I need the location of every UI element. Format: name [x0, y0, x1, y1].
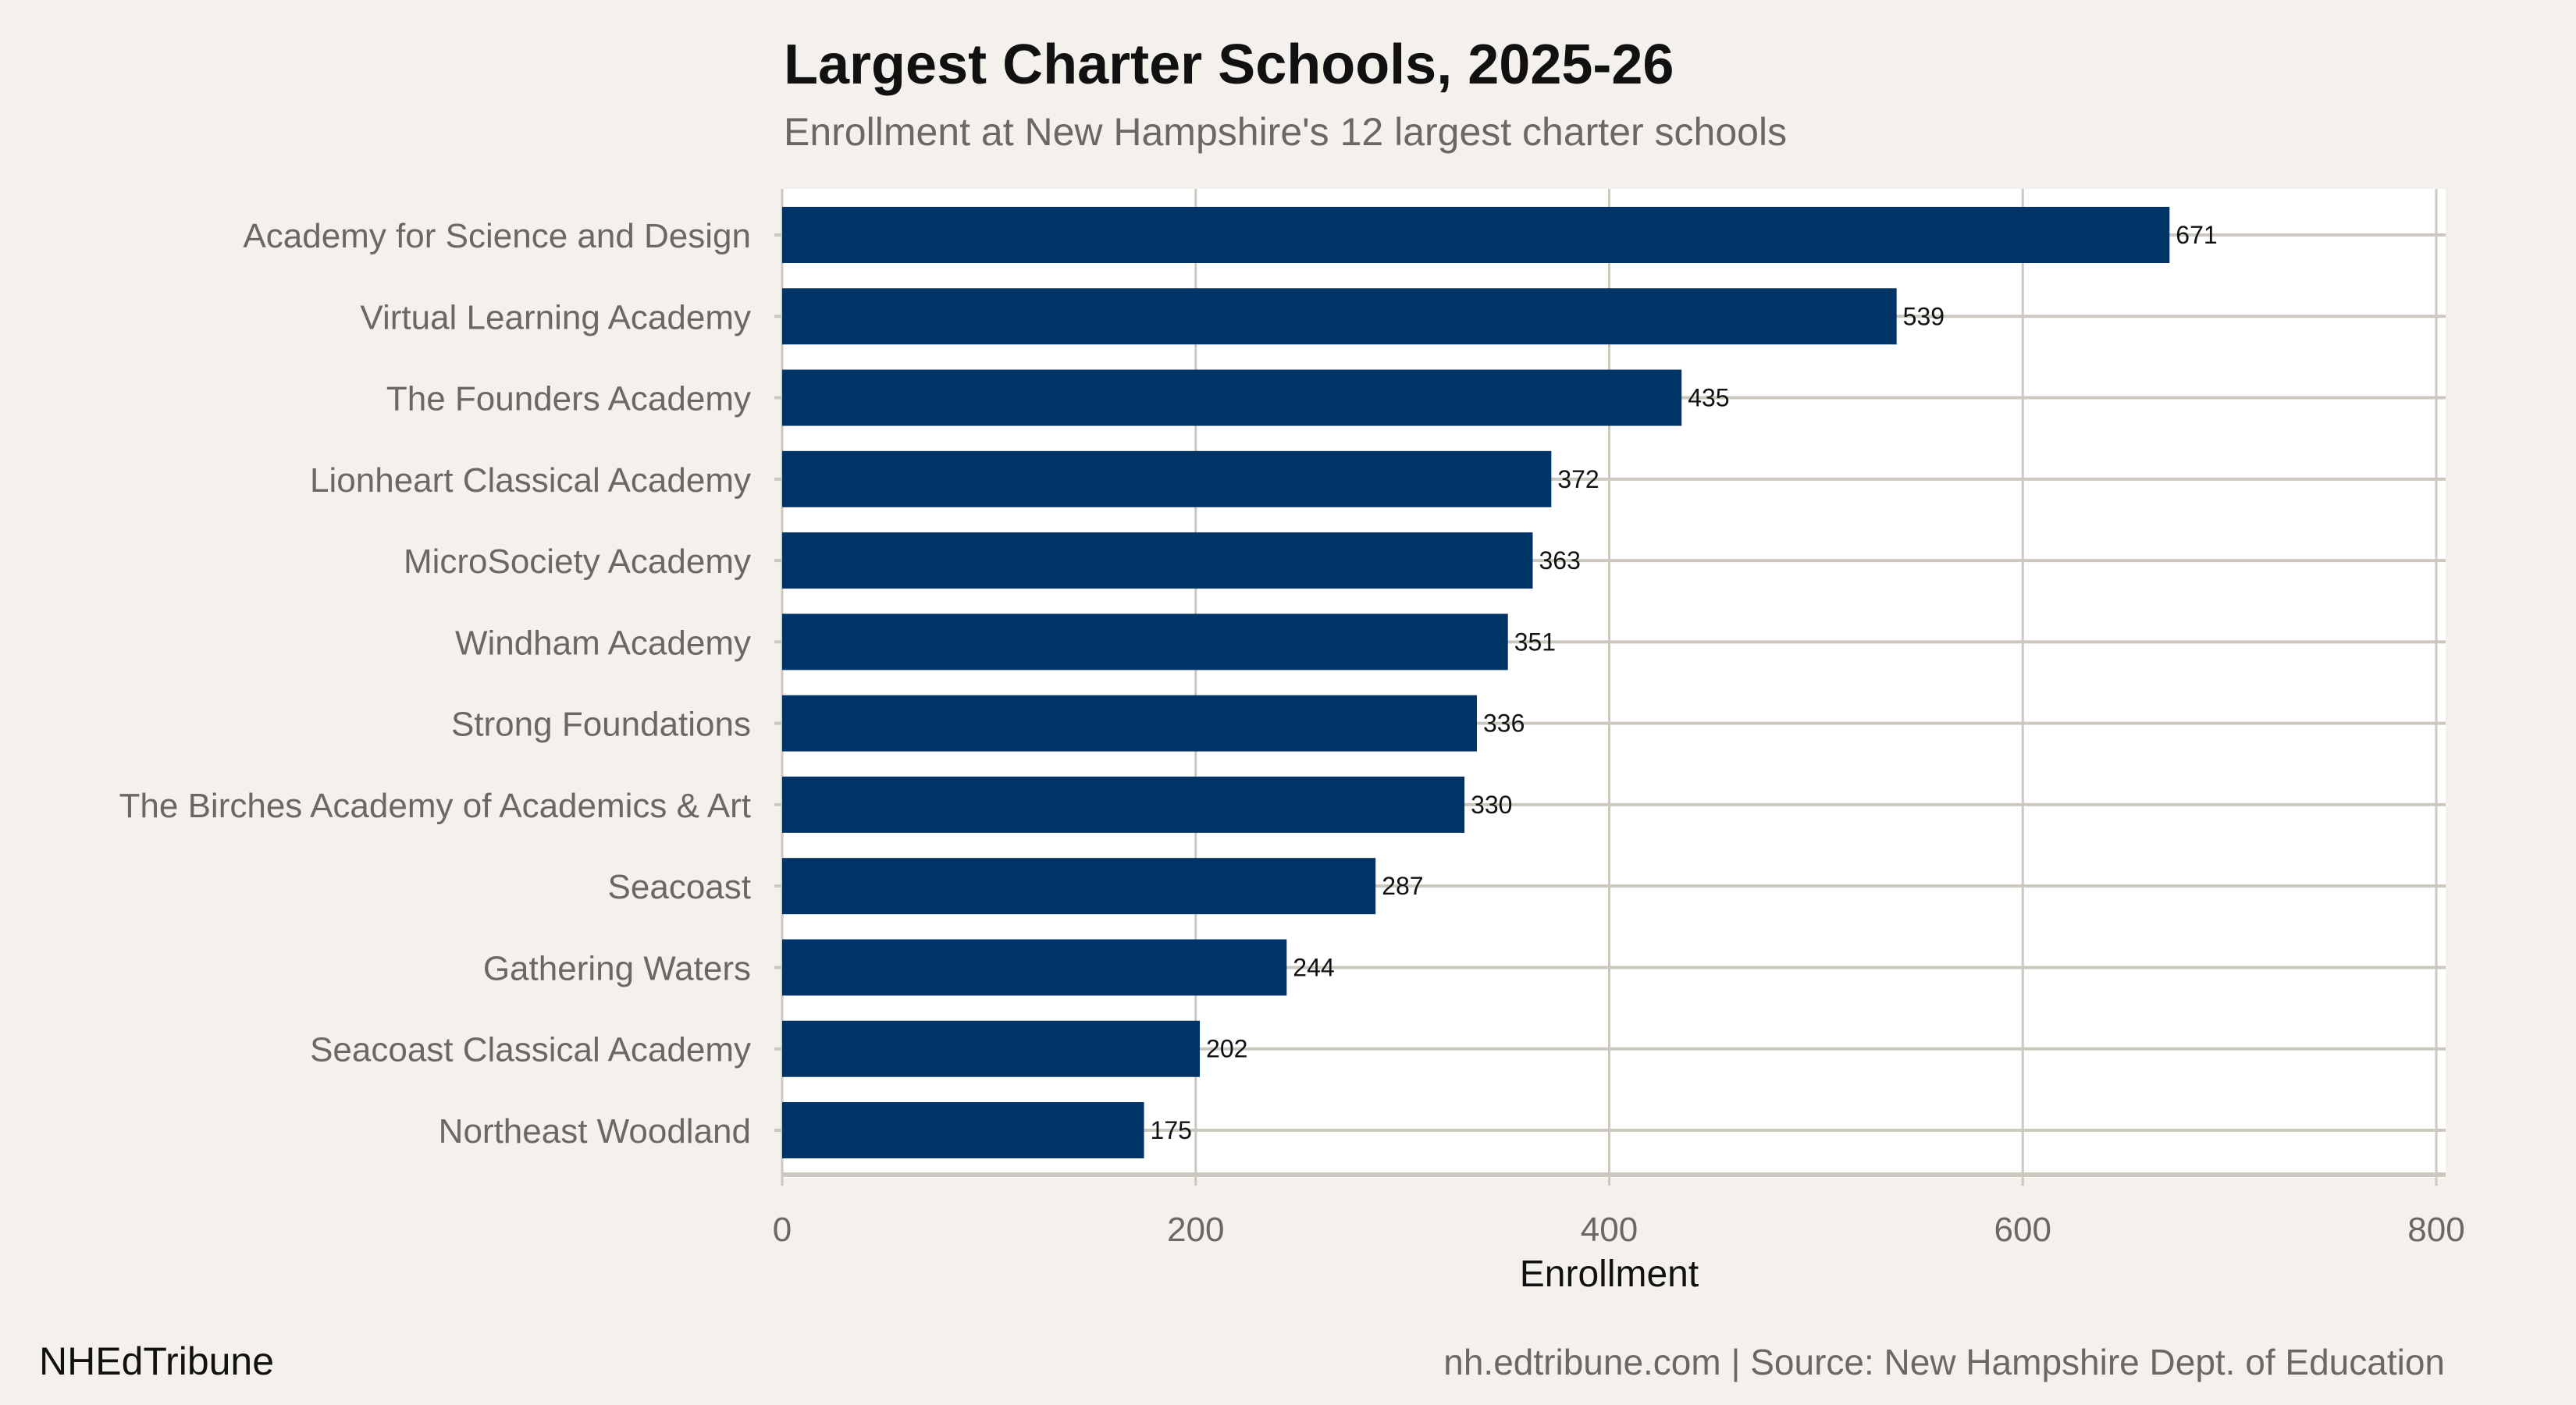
y-category-label: MicroSociety Academy [404, 542, 751, 581]
y-category-label: Lionheart Classical Academy [310, 461, 751, 500]
bar [782, 939, 1287, 996]
data-label: 244 [1293, 953, 1334, 981]
y-category-label: Virtual Learning Academy [360, 298, 751, 336]
x-tick-label: 200 [1167, 1211, 1224, 1249]
data-label: 351 [1514, 628, 1556, 656]
y-category-label: Strong Foundations [451, 706, 751, 744]
data-label: 202 [1206, 1035, 1247, 1063]
data-label: 330 [1471, 791, 1512, 819]
y-category-label: Academy for Science and Design [243, 217, 751, 255]
bar [782, 1020, 1201, 1077]
bar [782, 776, 1465, 833]
data-label: 671 [2176, 221, 2217, 249]
data-label: 363 [1539, 546, 1580, 574]
x-tick-label: 800 [2407, 1211, 2464, 1249]
data-label: 539 [1903, 302, 1944, 330]
bar [782, 369, 1682, 426]
x-tick-label: 600 [1994, 1211, 2051, 1249]
y-category-label: Windham Academy [455, 624, 751, 662]
bar [782, 614, 1508, 670]
brand-logo-text: NHEdTribune [39, 1339, 275, 1383]
chart-title: Largest Charter Schools, 2025-26 [784, 34, 1674, 96]
bar [782, 1102, 1144, 1158]
chart-subtitle: Enrollment at New Hampshire's 12 largest… [784, 110, 1788, 154]
y-category-label: Seacoast Classical Academy [310, 1031, 751, 1069]
data-label: 287 [1382, 872, 1423, 900]
bar [782, 532, 1533, 589]
bar [782, 858, 1376, 915]
y-category-label: The Founders Academy [386, 380, 751, 418]
data-label: 372 [1557, 465, 1599, 493]
x-tick-label: 0 [773, 1211, 792, 1249]
data-label: 175 [1151, 1116, 1192, 1144]
data-label: 336 [1483, 710, 1525, 738]
y-category-label: The Birches Academy of Academics & Art [119, 787, 751, 825]
bar [782, 695, 1477, 752]
y-category-label: Gathering Waters [483, 949, 751, 987]
x-tick-label: 400 [1581, 1211, 1638, 1249]
bar [782, 207, 2170, 263]
plot-panel [782, 189, 2446, 1178]
data-label: 435 [1688, 384, 1729, 412]
source-caption: nh.edtribune.com | Source: New Hampshire… [1443, 1342, 2445, 1382]
x-axis-title: Enrollment [1520, 1254, 1699, 1295]
y-category-label: Seacoast [608, 868, 751, 906]
y-category-label: Northeast Woodland [439, 1112, 751, 1151]
bar [782, 288, 1897, 345]
bar [782, 450, 1552, 507]
